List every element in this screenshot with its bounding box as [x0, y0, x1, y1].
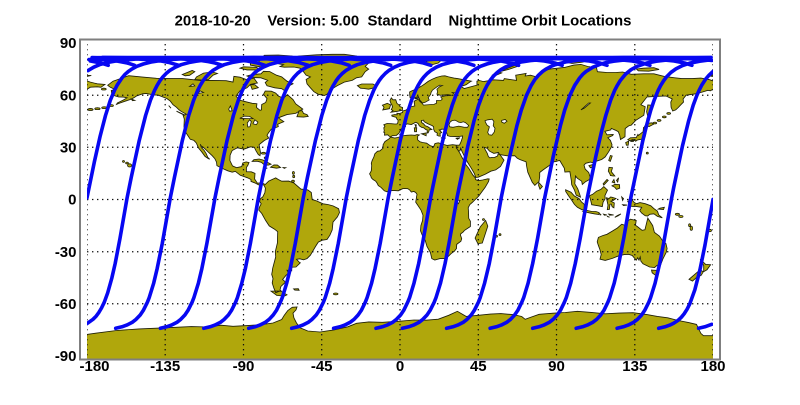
svg-text:0: 0 [396, 358, 404, 375]
svg-text:-60: -60 [55, 296, 77, 313]
svg-text:-30: -30 [55, 244, 77, 261]
svg-text:0: 0 [68, 192, 76, 209]
svg-text:-90: -90 [55, 348, 77, 365]
svg-text:60: 60 [60, 87, 77, 104]
svg-text:90: 90 [548, 358, 565, 375]
svg-text:-45: -45 [311, 358, 333, 375]
svg-text:2018-10-20 Version: 5.00 S: 2018-10-20 Version: 5.00 Standard Nightt… [175, 14, 632, 30]
svg-text:180: 180 [700, 358, 725, 375]
svg-text:-135: -135 [150, 358, 180, 375]
svg-text:-90: -90 [233, 358, 255, 375]
svg-text:30: 30 [60, 140, 77, 157]
svg-text:-180: -180 [80, 358, 110, 375]
svg-text:135: 135 [622, 358, 647, 375]
svg-text:90: 90 [60, 35, 77, 52]
svg-text:45: 45 [470, 358, 487, 375]
